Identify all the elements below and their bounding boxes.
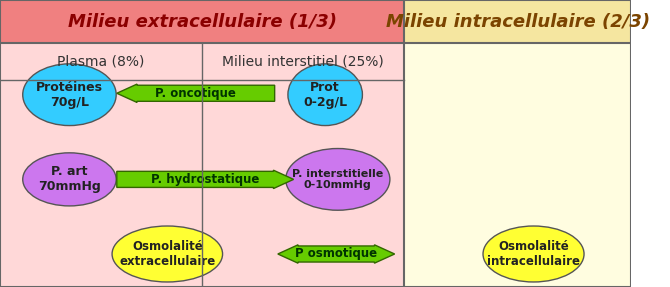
- Bar: [0, 0, 404, 43]
- Text: Prot
0-2g/L: Prot 0-2g/L: [303, 81, 347, 109]
- Text: Osmolalité
intracellulaire: Osmolalité intracellulaire: [487, 240, 580, 268]
- Text: P. interstitielle
0-10mmHg: P. interstitielle 0-10mmHg: [292, 168, 383, 190]
- Ellipse shape: [483, 226, 584, 282]
- Polygon shape: [117, 170, 293, 189]
- Ellipse shape: [285, 149, 390, 210]
- Bar: [0, 0, 404, 287]
- Ellipse shape: [112, 226, 222, 282]
- Text: P. oncotique: P. oncotique: [155, 87, 236, 100]
- Ellipse shape: [23, 153, 116, 206]
- Ellipse shape: [23, 64, 116, 125]
- Text: Milieu extracellulaire (1/3): Milieu extracellulaire (1/3): [68, 13, 336, 30]
- Text: P. art
70mmHg: P. art 70mmHg: [38, 165, 100, 193]
- Text: Milieu interstitiel (25%): Milieu interstitiel (25%): [222, 55, 384, 69]
- Text: P osmotique: P osmotique: [295, 247, 377, 261]
- Bar: [404, 0, 631, 287]
- Polygon shape: [278, 245, 395, 263]
- Text: P. hydrostatique: P. hydrostatique: [151, 173, 259, 186]
- Text: Milieu intracellulaire (2/3): Milieu intracellulaire (2/3): [386, 13, 650, 30]
- Polygon shape: [117, 84, 275, 102]
- Text: Protéines
70g/L: Protéines 70g/L: [36, 81, 103, 109]
- Bar: [404, 0, 631, 43]
- Ellipse shape: [288, 64, 362, 125]
- Text: Plasma (8%): Plasma (8%): [58, 55, 145, 69]
- Text: Osmolalité
extracellulaire: Osmolalité extracellulaire: [119, 240, 216, 268]
